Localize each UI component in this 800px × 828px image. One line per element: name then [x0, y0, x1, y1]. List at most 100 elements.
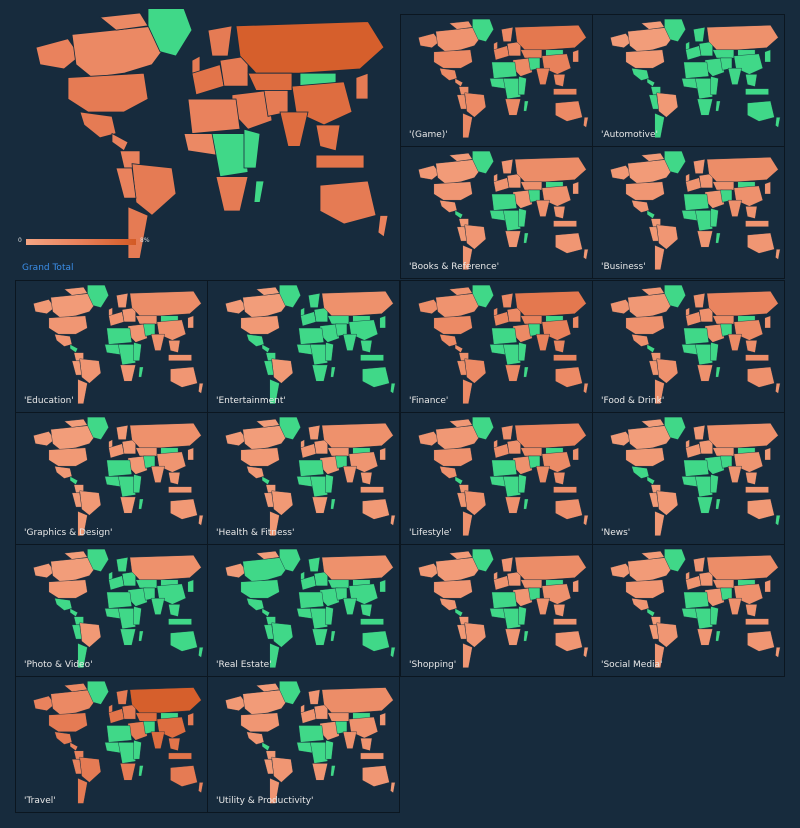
country-madagascar[interactable]	[138, 498, 144, 510]
country-australia[interactable]	[170, 366, 198, 388]
country-madagascar[interactable]	[330, 366, 336, 378]
country-greenland[interactable]	[664, 150, 686, 174]
country-alaska[interactable]	[33, 563, 55, 578]
country-usa[interactable]	[240, 712, 280, 733]
country-russia[interactable]	[235, 21, 385, 74]
country-argentina[interactable]	[77, 642, 88, 668]
country-north-africa[interactable]	[298, 327, 325, 345]
country-scandinavia[interactable]	[693, 425, 706, 440]
country-australia[interactable]	[747, 498, 775, 520]
country-japan[interactable]	[187, 579, 194, 593]
country-east-africa[interactable]	[518, 208, 527, 228]
country-north-africa[interactable]	[491, 591, 518, 609]
country-indonesia[interactable]	[745, 354, 769, 362]
country-alaska[interactable]	[225, 695, 247, 711]
country-argentina[interactable]	[77, 378, 88, 404]
country-se-asia[interactable]	[315, 124, 341, 152]
country-east-africa[interactable]	[518, 76, 527, 96]
country-scandinavia[interactable]	[501, 293, 514, 308]
country-mexico[interactable]	[631, 67, 650, 81]
map-panel-food-drink[interactable]: 'Food & Drink'	[592, 280, 785, 413]
country-south-africa[interactable]	[119, 496, 136, 514]
country-japan[interactable]	[764, 181, 771, 195]
country-india[interactable]	[727, 67, 742, 85]
country-alaska[interactable]	[33, 431, 55, 446]
country-russia[interactable]	[321, 423, 394, 448]
country-scandinavia[interactable]	[308, 557, 321, 572]
country-south-africa[interactable]	[311, 364, 328, 382]
country-argentina[interactable]	[462, 244, 473, 270]
country-greenland[interactable]	[472, 150, 494, 174]
country-kazakhstan[interactable]	[712, 447, 735, 457]
country-japan[interactable]	[379, 315, 386, 329]
country-russia[interactable]	[514, 25, 587, 50]
country-central-africa[interactable]	[695, 210, 713, 232]
country-indonesia[interactable]	[745, 486, 769, 494]
country-east-europe[interactable]	[506, 307, 521, 323]
country-central-africa[interactable]	[118, 742, 136, 764]
country-east-africa[interactable]	[710, 606, 719, 626]
country-kazakhstan[interactable]	[520, 447, 543, 457]
country-india[interactable]	[727, 597, 742, 615]
country-japan[interactable]	[187, 712, 194, 726]
country-peru[interactable]	[71, 758, 82, 775]
country-madagascar[interactable]	[330, 765, 336, 777]
country-new-zealand[interactable]	[775, 647, 781, 658]
map-panel-news[interactable]: 'News'	[592, 412, 785, 545]
country-central-africa[interactable]	[118, 344, 136, 366]
country-madagascar[interactable]	[523, 498, 529, 510]
country-central-africa[interactable]	[211, 133, 249, 178]
country-australia[interactable]	[555, 630, 583, 652]
country-indonesia[interactable]	[745, 220, 769, 228]
country-north-africa[interactable]	[298, 459, 325, 477]
country-russia[interactable]	[706, 157, 779, 182]
country-east-europe[interactable]	[313, 307, 328, 323]
country-greenland[interactable]	[87, 548, 109, 572]
country-east-africa[interactable]	[325, 342, 334, 362]
country-central-africa[interactable]	[503, 476, 521, 498]
country-se-asia[interactable]	[553, 74, 566, 87]
country-east-africa[interactable]	[710, 342, 719, 362]
country-se-asia[interactable]	[168, 340, 181, 353]
country-north-africa[interactable]	[106, 591, 133, 609]
country-north-africa[interactable]	[683, 459, 710, 477]
country-greenland[interactable]	[279, 681, 301, 705]
country-alaska[interactable]	[610, 33, 632, 48]
country-east-europe[interactable]	[506, 41, 521, 57]
country-scandinavia[interactable]	[308, 293, 321, 308]
country-australia[interactable]	[747, 366, 775, 388]
country-new-zealand[interactable]	[390, 647, 396, 658]
country-south-africa[interactable]	[696, 628, 713, 646]
country-australia[interactable]	[362, 765, 390, 787]
country-greenland[interactable]	[87, 416, 109, 440]
country-south-africa[interactable]	[119, 763, 136, 781]
country-argentina[interactable]	[462, 642, 473, 668]
country-scandinavia[interactable]	[308, 425, 321, 440]
country-greenland[interactable]	[664, 284, 686, 308]
country-central-africa[interactable]	[503, 608, 521, 630]
country-mexico[interactable]	[439, 67, 458, 81]
country-mexico[interactable]	[54, 465, 73, 479]
country-peru[interactable]	[648, 226, 659, 242]
country-new-zealand[interactable]	[377, 214, 389, 238]
country-australia[interactable]	[555, 232, 583, 254]
country-south-africa[interactable]	[696, 98, 713, 116]
country-peru[interactable]	[456, 360, 467, 376]
country-peru[interactable]	[263, 360, 274, 376]
country-russia[interactable]	[514, 291, 587, 316]
country-east-africa[interactable]	[710, 474, 719, 494]
country-kazakhstan[interactable]	[247, 72, 293, 91]
country-north-africa[interactable]	[491, 459, 518, 477]
country-alaska[interactable]	[418, 299, 440, 314]
country-mexico[interactable]	[54, 597, 73, 611]
country-south-africa[interactable]	[504, 496, 521, 514]
country-east-europe[interactable]	[506, 173, 521, 189]
country-india[interactable]	[342, 333, 357, 351]
country-australia[interactable]	[170, 630, 198, 652]
country-kazakhstan[interactable]	[135, 712, 158, 722]
country-greenland[interactable]	[279, 548, 301, 572]
country-madagascar[interactable]	[715, 498, 721, 510]
country-se-asia[interactable]	[168, 472, 181, 485]
map-panel-photo-video[interactable]: 'Photo & Video'	[15, 544, 208, 677]
country-india[interactable]	[535, 597, 550, 615]
